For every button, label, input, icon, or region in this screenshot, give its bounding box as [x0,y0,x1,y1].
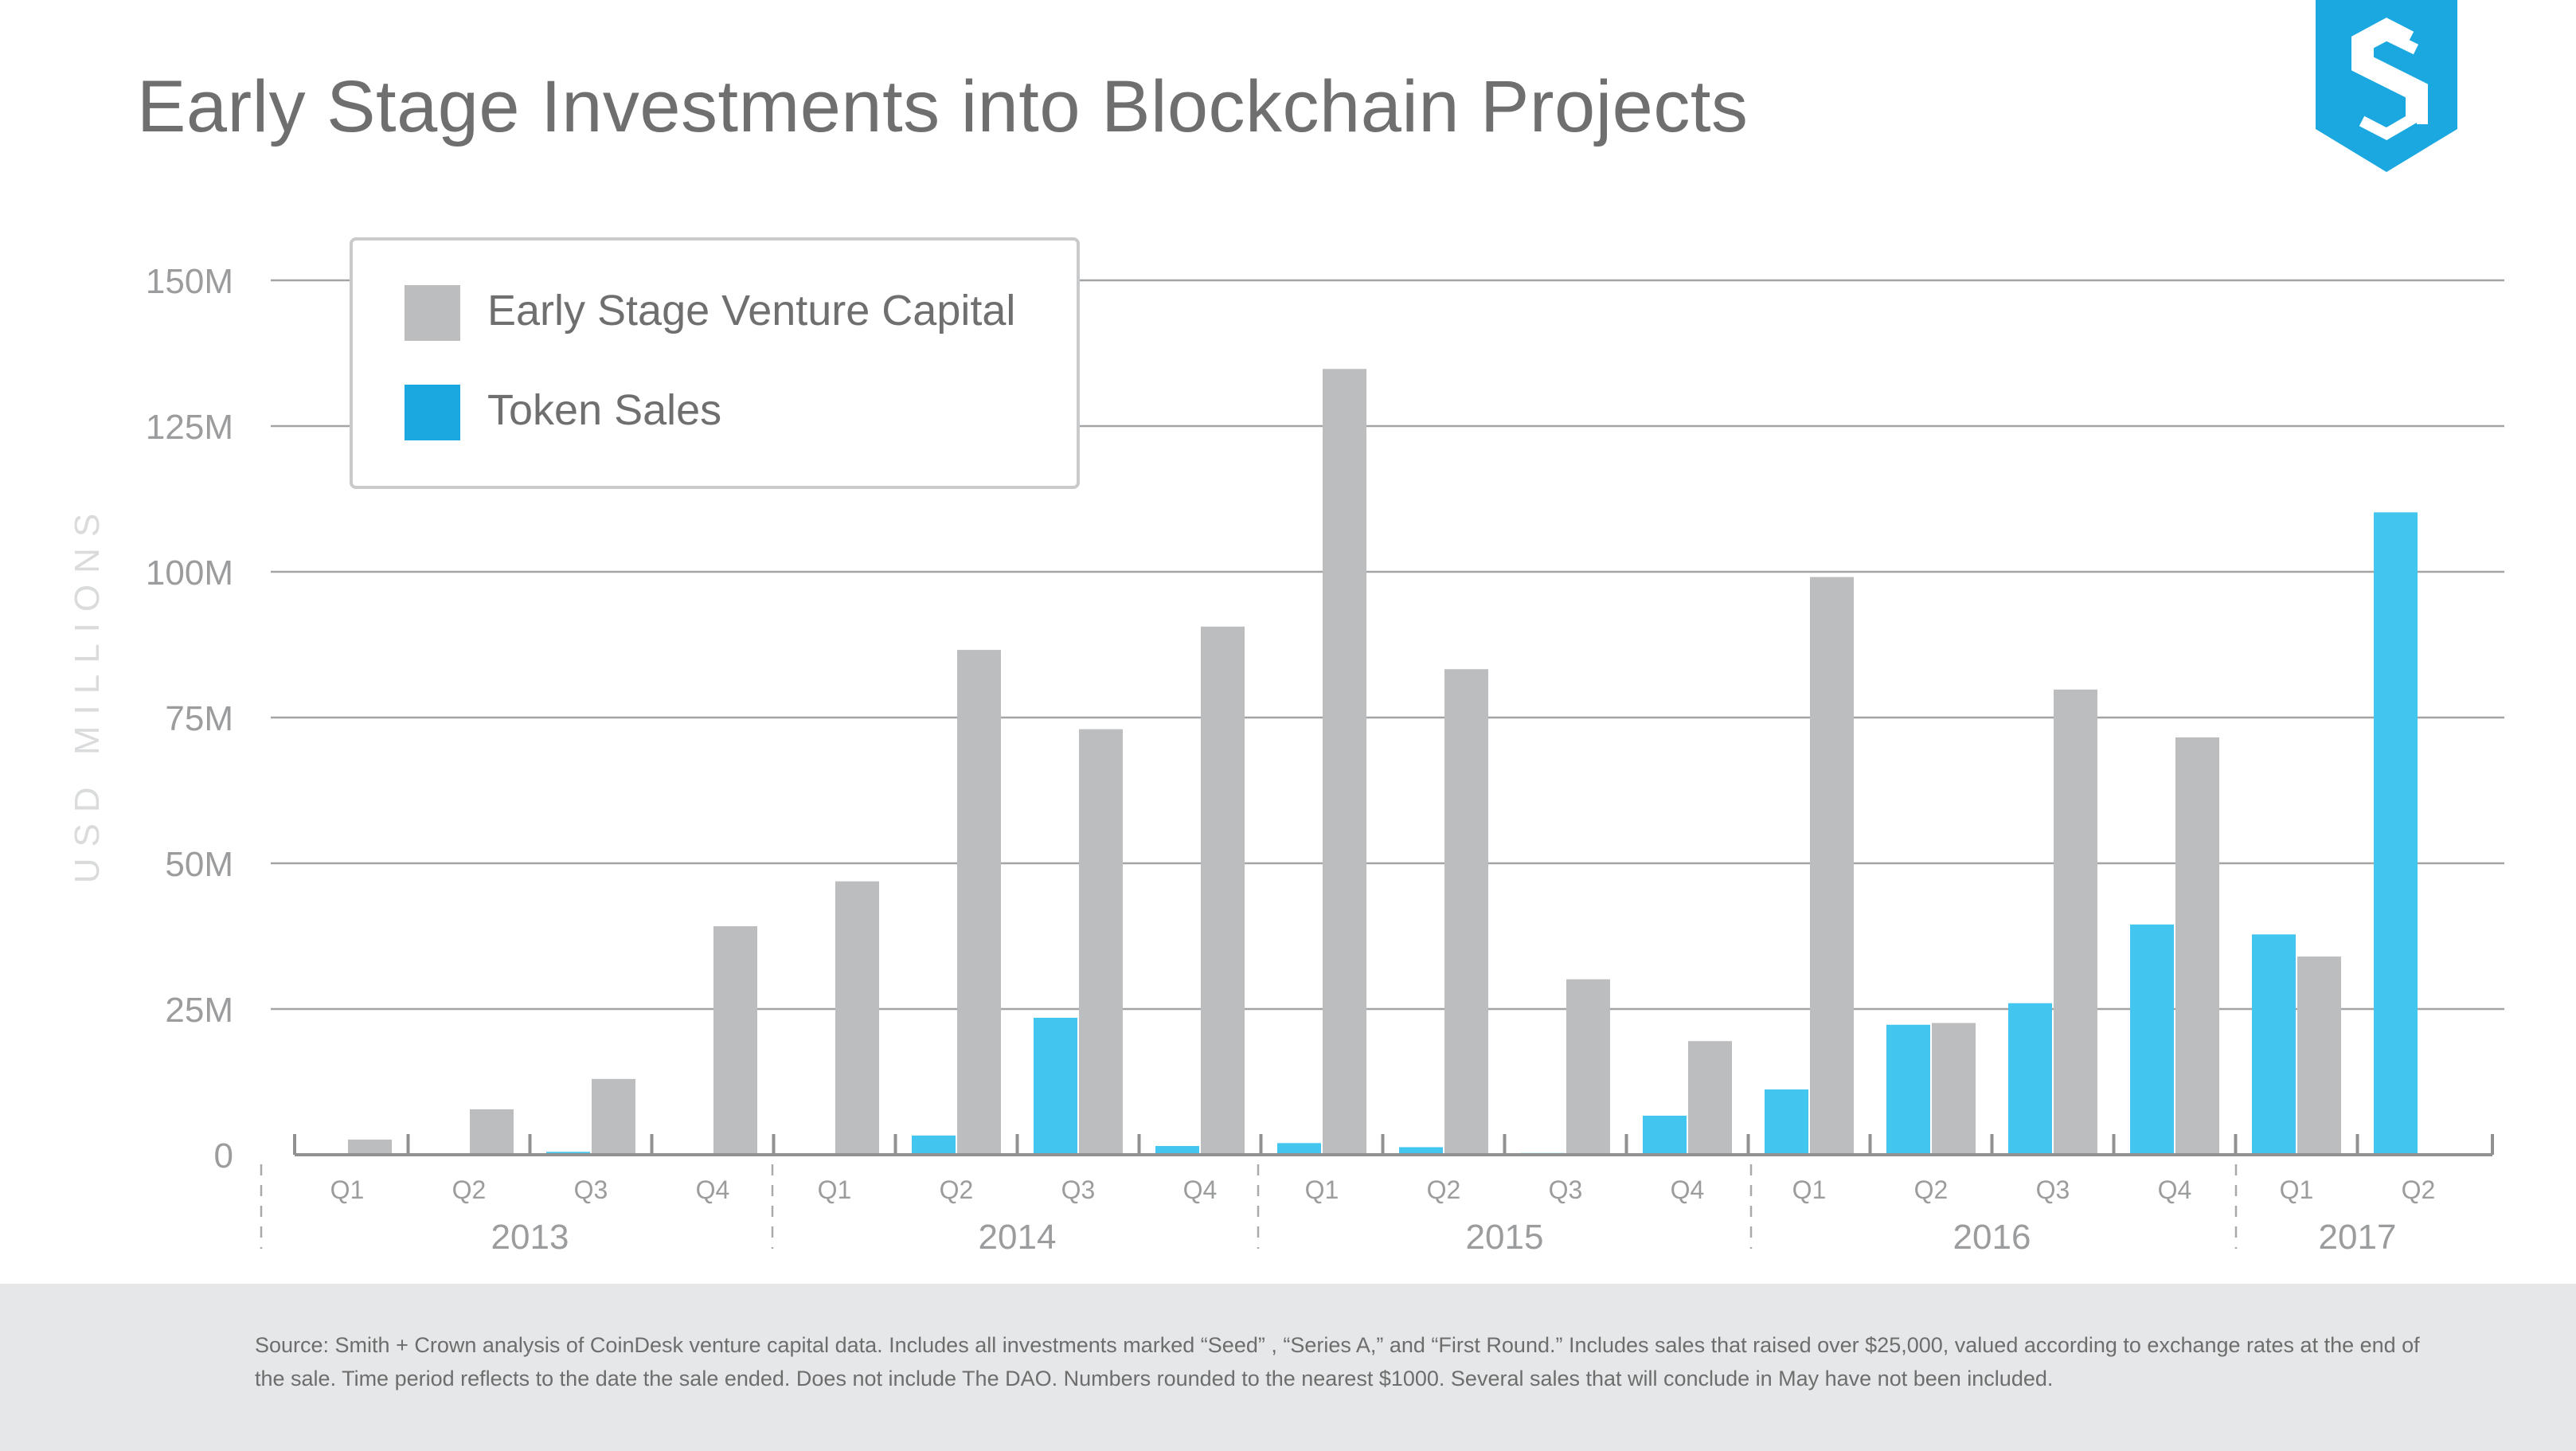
bar-token-sales [1886,1024,1930,1155]
bar-token-sales [1643,1115,1687,1155]
bar-token-sales [2374,512,2418,1155]
x-tick-label: Q1 [818,1175,852,1204]
legend-box [350,237,1080,489]
bar-token-sales [1034,1017,1077,1155]
bar-venture-capital [2054,689,2097,1155]
bar-venture-capital [2175,737,2219,1155]
y-tick-label: 0 [214,1136,233,1175]
x-tick-label: Q1 [2280,1175,2314,1204]
source-note: Source: Smith + Crown analysis of CoinDe… [255,1333,2420,1390]
bar-token-sales [1277,1143,1321,1155]
y-tick-label: 50M [165,845,233,884]
bar-venture-capital [835,881,879,1155]
year-label: 2016 [1953,1218,2031,1257]
x-tick-label: Q4 [696,1175,730,1204]
page-title: Early Stage Investments into Blockchain … [137,66,1749,147]
bar-venture-capital [1688,1041,1732,1155]
bar-token-sales [912,1135,956,1155]
x-tick-label: Q3 [1061,1175,1096,1204]
legend-swatch-token-sales [405,385,460,440]
bar-venture-capital [1201,626,1245,1155]
y-tick-label: 75M [165,699,233,738]
bar-venture-capital [348,1139,392,1155]
bar-token-sales [2008,1003,2052,1155]
x-tick-label: Q3 [2036,1175,2070,1204]
y-tick-label: 125M [146,408,233,447]
y-axis-title: USD MILLIONS [68,503,107,884]
bar-token-sales [1155,1146,1199,1155]
smith-crown-logo-icon [2316,0,2457,172]
x-tick-label: Q2 [1427,1175,1461,1204]
x-tick-label: Q4 [1183,1175,1218,1204]
y-tick-label: 25M [165,991,233,1030]
x-tick-label: Q1 [1305,1175,1339,1204]
bar-chart: 0 25M 50M 75M 100M 125M 150M Q1 Q2 Q3 Q4 Q1 Q2 Q3 Q4 Q1… [68,237,2504,1257]
x-tick-label: Q3 [1549,1175,1583,1204]
bar-venture-capital [470,1109,514,1155]
bar-token-sales [2252,934,2296,1155]
bar-venture-capital [1079,729,1123,1155]
x-tick-label: Q1 [330,1175,365,1204]
bars-layer [348,369,2418,1155]
legend-label-venture-capital: Early Stage Venture Capital [487,287,1015,334]
chart-legend: Early Stage Venture Capital Token Sales [350,237,1080,489]
legend-label-token-sales: Token Sales [487,386,721,434]
bar-venture-capital [713,926,757,1155]
legend-swatch-venture-capital [405,285,460,341]
x-tick-label: Q1 [1792,1175,1827,1204]
bar-token-sales [1765,1089,1808,1155]
bar-venture-capital [2297,956,2341,1155]
x-tick-label: Q2 [1914,1175,1949,1204]
x-tick-label: Q4 [2158,1175,2192,1204]
x-tick-label: Q4 [1671,1175,1705,1204]
x-tick-label: Q2 [452,1175,487,1204]
x-tick-label: Q2 [940,1175,974,1204]
year-label: 2015 [1466,1218,1544,1257]
x-tick-label: Q3 [574,1175,608,1204]
bar-venture-capital [1810,577,1854,1155]
bar-token-sales [1399,1147,1443,1155]
year-label: 2013 [491,1218,569,1257]
bar-venture-capital [1566,979,1610,1155]
y-tick-label: 150M [146,262,233,301]
year-label: 2014 [979,1218,1057,1257]
bar-venture-capital [1323,369,1366,1155]
x-tick-label: Q2 [2402,1175,2436,1204]
bar-venture-capital [1444,669,1488,1155]
bar-venture-capital [592,1078,635,1155]
bar-venture-capital [957,650,1001,1155]
bar-token-sales [2130,924,2174,1155]
year-label: 2017 [2319,1218,2397,1257]
bar-venture-capital [1932,1023,1976,1155]
source-footer: Source: Smith + Crown analysis of CoinDe… [0,1284,2576,1451]
y-tick-label: 100M [146,553,233,593]
axis-layer: 0 25M 50M 75M 100M 125M 150M Q1 Q2 Q3 Q4 Q1 Q2 Q3 Q4 Q1… [146,262,2494,1257]
